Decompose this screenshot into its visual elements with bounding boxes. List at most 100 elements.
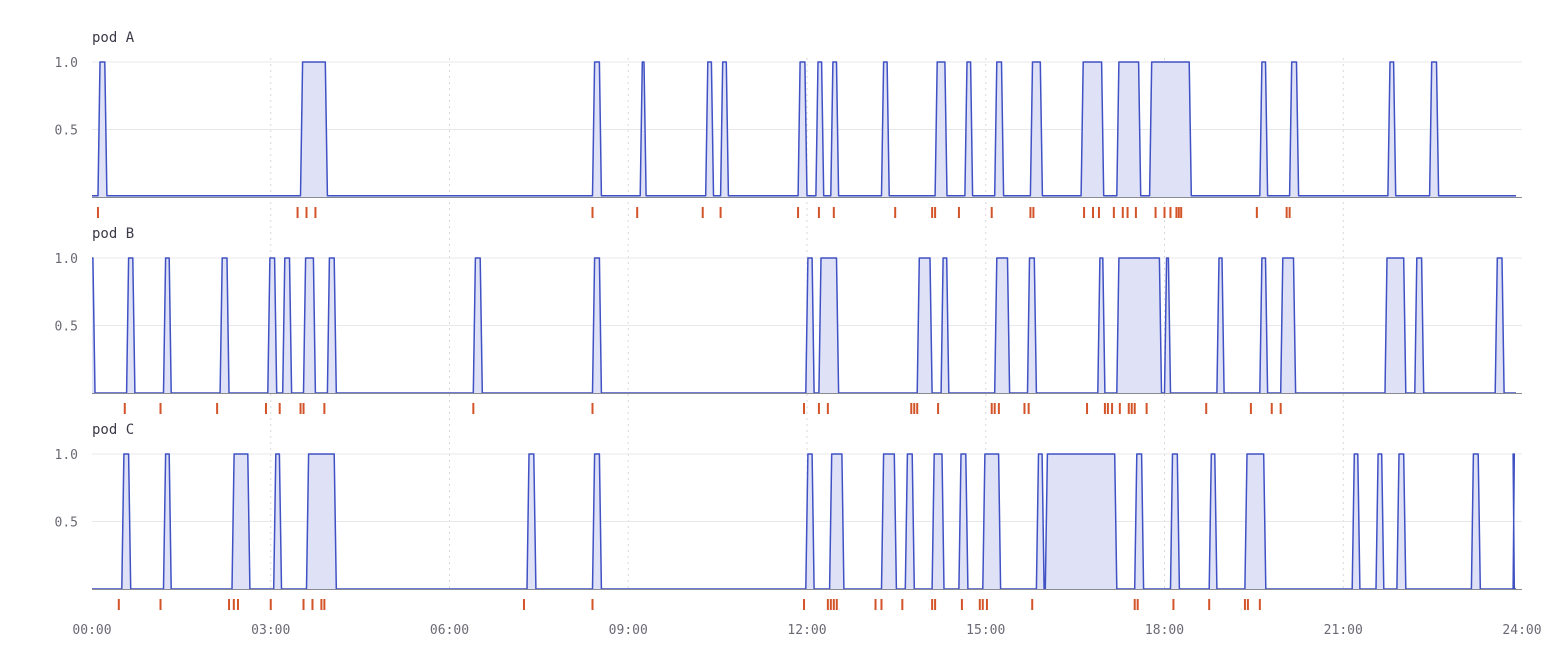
event-marker <box>913 403 916 414</box>
event-marker <box>1133 599 1136 610</box>
event-marker <box>1175 207 1178 218</box>
panel-title: pod B <box>92 226 134 242</box>
event-marker <box>1027 403 1030 414</box>
event-marker <box>1134 207 1137 218</box>
event-marker <box>1083 207 1086 218</box>
event-marker <box>960 599 963 610</box>
event-marker <box>228 599 231 610</box>
x-tick-label: 12:00 <box>787 623 826 638</box>
event-marker <box>997 403 1000 414</box>
event-marker <box>1177 207 1180 218</box>
y-tick-label: 1.0 <box>55 56 78 71</box>
event-marker <box>278 403 281 414</box>
y-tick-label: 0.5 <box>55 320 78 335</box>
event-marker <box>1111 403 1114 414</box>
utilization-area <box>92 62 1516 197</box>
event-marker <box>1126 207 1129 218</box>
event-marker <box>990 207 993 218</box>
event-marker <box>1172 599 1175 610</box>
event-marker <box>264 403 267 414</box>
x-tick-label: 15:00 <box>966 623 1005 638</box>
event-marker <box>1127 403 1130 414</box>
event-marker <box>978 599 981 610</box>
event-marker <box>1086 403 1089 414</box>
event-marker <box>901 599 904 610</box>
event-marker <box>910 403 913 414</box>
event-marker <box>832 207 835 218</box>
event-marker <box>305 207 308 218</box>
x-tick-label: 03:00 <box>251 623 290 638</box>
x-tick-label: 21:00 <box>1324 623 1363 638</box>
event-marker <box>1118 403 1121 414</box>
event-marker <box>1106 403 1109 414</box>
event-marker <box>320 599 323 610</box>
y-tick-label: 0.5 <box>55 124 78 139</box>
y-tick-label: 1.0 <box>55 448 78 463</box>
x-tick-label: 09:00 <box>609 623 648 638</box>
event-marker <box>123 403 126 414</box>
event-marker <box>981 599 984 610</box>
event-marker <box>1258 599 1261 610</box>
event-marker <box>1092 207 1094 218</box>
event-marker <box>1288 207 1291 218</box>
event-marker <box>302 403 305 414</box>
event-marker <box>701 207 704 218</box>
event-marker <box>1130 403 1133 414</box>
event-marker <box>1097 207 1100 218</box>
event-marker <box>957 207 960 218</box>
event-marker <box>937 403 940 414</box>
event-marker <box>236 599 239 610</box>
y-tick-label: 1.0 <box>55 252 78 267</box>
event-marker <box>916 403 919 414</box>
event-marker <box>1243 599 1246 610</box>
event-marker <box>299 403 302 414</box>
event-marker <box>302 599 305 610</box>
event-marker <box>96 207 99 218</box>
event-marker <box>826 599 829 610</box>
event-marker <box>1180 207 1183 218</box>
event-marker <box>323 599 326 610</box>
event-marker <box>1246 599 1249 610</box>
y-tick-label: 0.5 <box>55 516 78 531</box>
panel-title: pod C <box>92 422 134 438</box>
event-marker <box>296 207 299 218</box>
event-marker <box>591 207 594 218</box>
event-marker <box>311 599 314 610</box>
event-marker <box>1279 403 1282 414</box>
event-marker <box>522 599 525 610</box>
utilization-line <box>92 61 1516 197</box>
event-marker <box>993 403 996 414</box>
x-tick-label: 18:00 <box>1145 623 1184 638</box>
event-marker <box>803 599 806 610</box>
event-marker <box>323 403 326 414</box>
event-marker <box>591 403 594 414</box>
event-marker <box>1285 207 1288 218</box>
event-marker <box>803 403 806 414</box>
event-marker <box>1032 207 1035 218</box>
event-marker <box>1031 599 1034 610</box>
event-marker <box>1208 599 1211 610</box>
event-marker <box>817 403 820 414</box>
event-marker <box>472 403 475 414</box>
event-marker <box>826 403 829 414</box>
event-marker <box>117 599 120 610</box>
event-marker <box>931 599 934 610</box>
event-marker <box>269 599 272 610</box>
event-marker <box>1145 403 1148 414</box>
event-marker <box>1023 403 1026 414</box>
event-marker <box>985 599 988 610</box>
event-marker <box>931 207 934 218</box>
event-marker <box>797 207 800 218</box>
event-marker <box>232 599 235 610</box>
event-marker <box>894 207 897 218</box>
event-marker <box>1270 403 1273 414</box>
event-marker <box>1133 403 1136 414</box>
event-marker <box>880 599 883 610</box>
event-marker <box>1205 403 1208 414</box>
event-marker <box>835 599 838 610</box>
event-marker <box>719 207 722 218</box>
event-marker <box>934 207 937 218</box>
event-marker <box>1112 207 1115 218</box>
event-marker <box>934 599 937 610</box>
